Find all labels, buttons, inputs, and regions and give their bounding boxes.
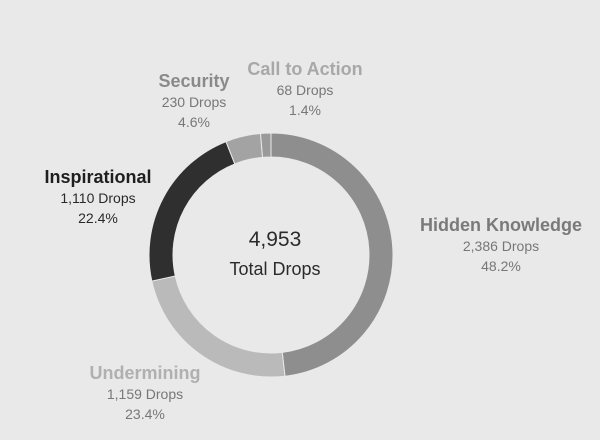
label-security: Security 230 Drops 4.6% — [144, 70, 244, 132]
slice-percent: 48.2% — [481, 258, 521, 274]
label-call-to-action: Call to Action 68 Drops 1.4% — [240, 58, 370, 120]
label-undermining: Undermining 1,159 Drops 23.4% — [80, 362, 210, 424]
slice-call-to-action — [259, 132, 272, 158]
label-hidden-knowledge: Hidden Knowledge 2,386 Drops 48.2% — [416, 214, 586, 276]
slice-drops: 230 Drops — [161, 94, 227, 110]
total-caption: Total Drops — [229, 259, 321, 279]
slice-name: Inspirational — [44, 167, 152, 187]
slice-percent: 4.6% — [178, 114, 210, 130]
slice-drops: 68 Drops — [276, 82, 334, 98]
total-value: 4,953 — [248, 228, 302, 251]
slice-name: Call to Action — [247, 59, 363, 79]
label-inspirational: Inspirational 1,110 Drops 22.4% — [38, 166, 158, 228]
slice-percent: 22.4% — [78, 210, 118, 226]
slice-name: Hidden Knowledge — [420, 215, 582, 235]
slice-percent: 23.4% — [125, 406, 165, 422]
slice-percent: 1.4% — [289, 102, 321, 118]
slice-drops: 1,159 Drops — [106, 386, 184, 402]
slice-name: Security — [158, 71, 230, 91]
slice-drops: 1,110 Drops — [60, 190, 136, 206]
slice-drops: 2,386 Drops — [462, 238, 540, 254]
slice-name: Undermining — [89, 363, 201, 383]
slice-hidden-knowledge — [270, 132, 394, 377]
